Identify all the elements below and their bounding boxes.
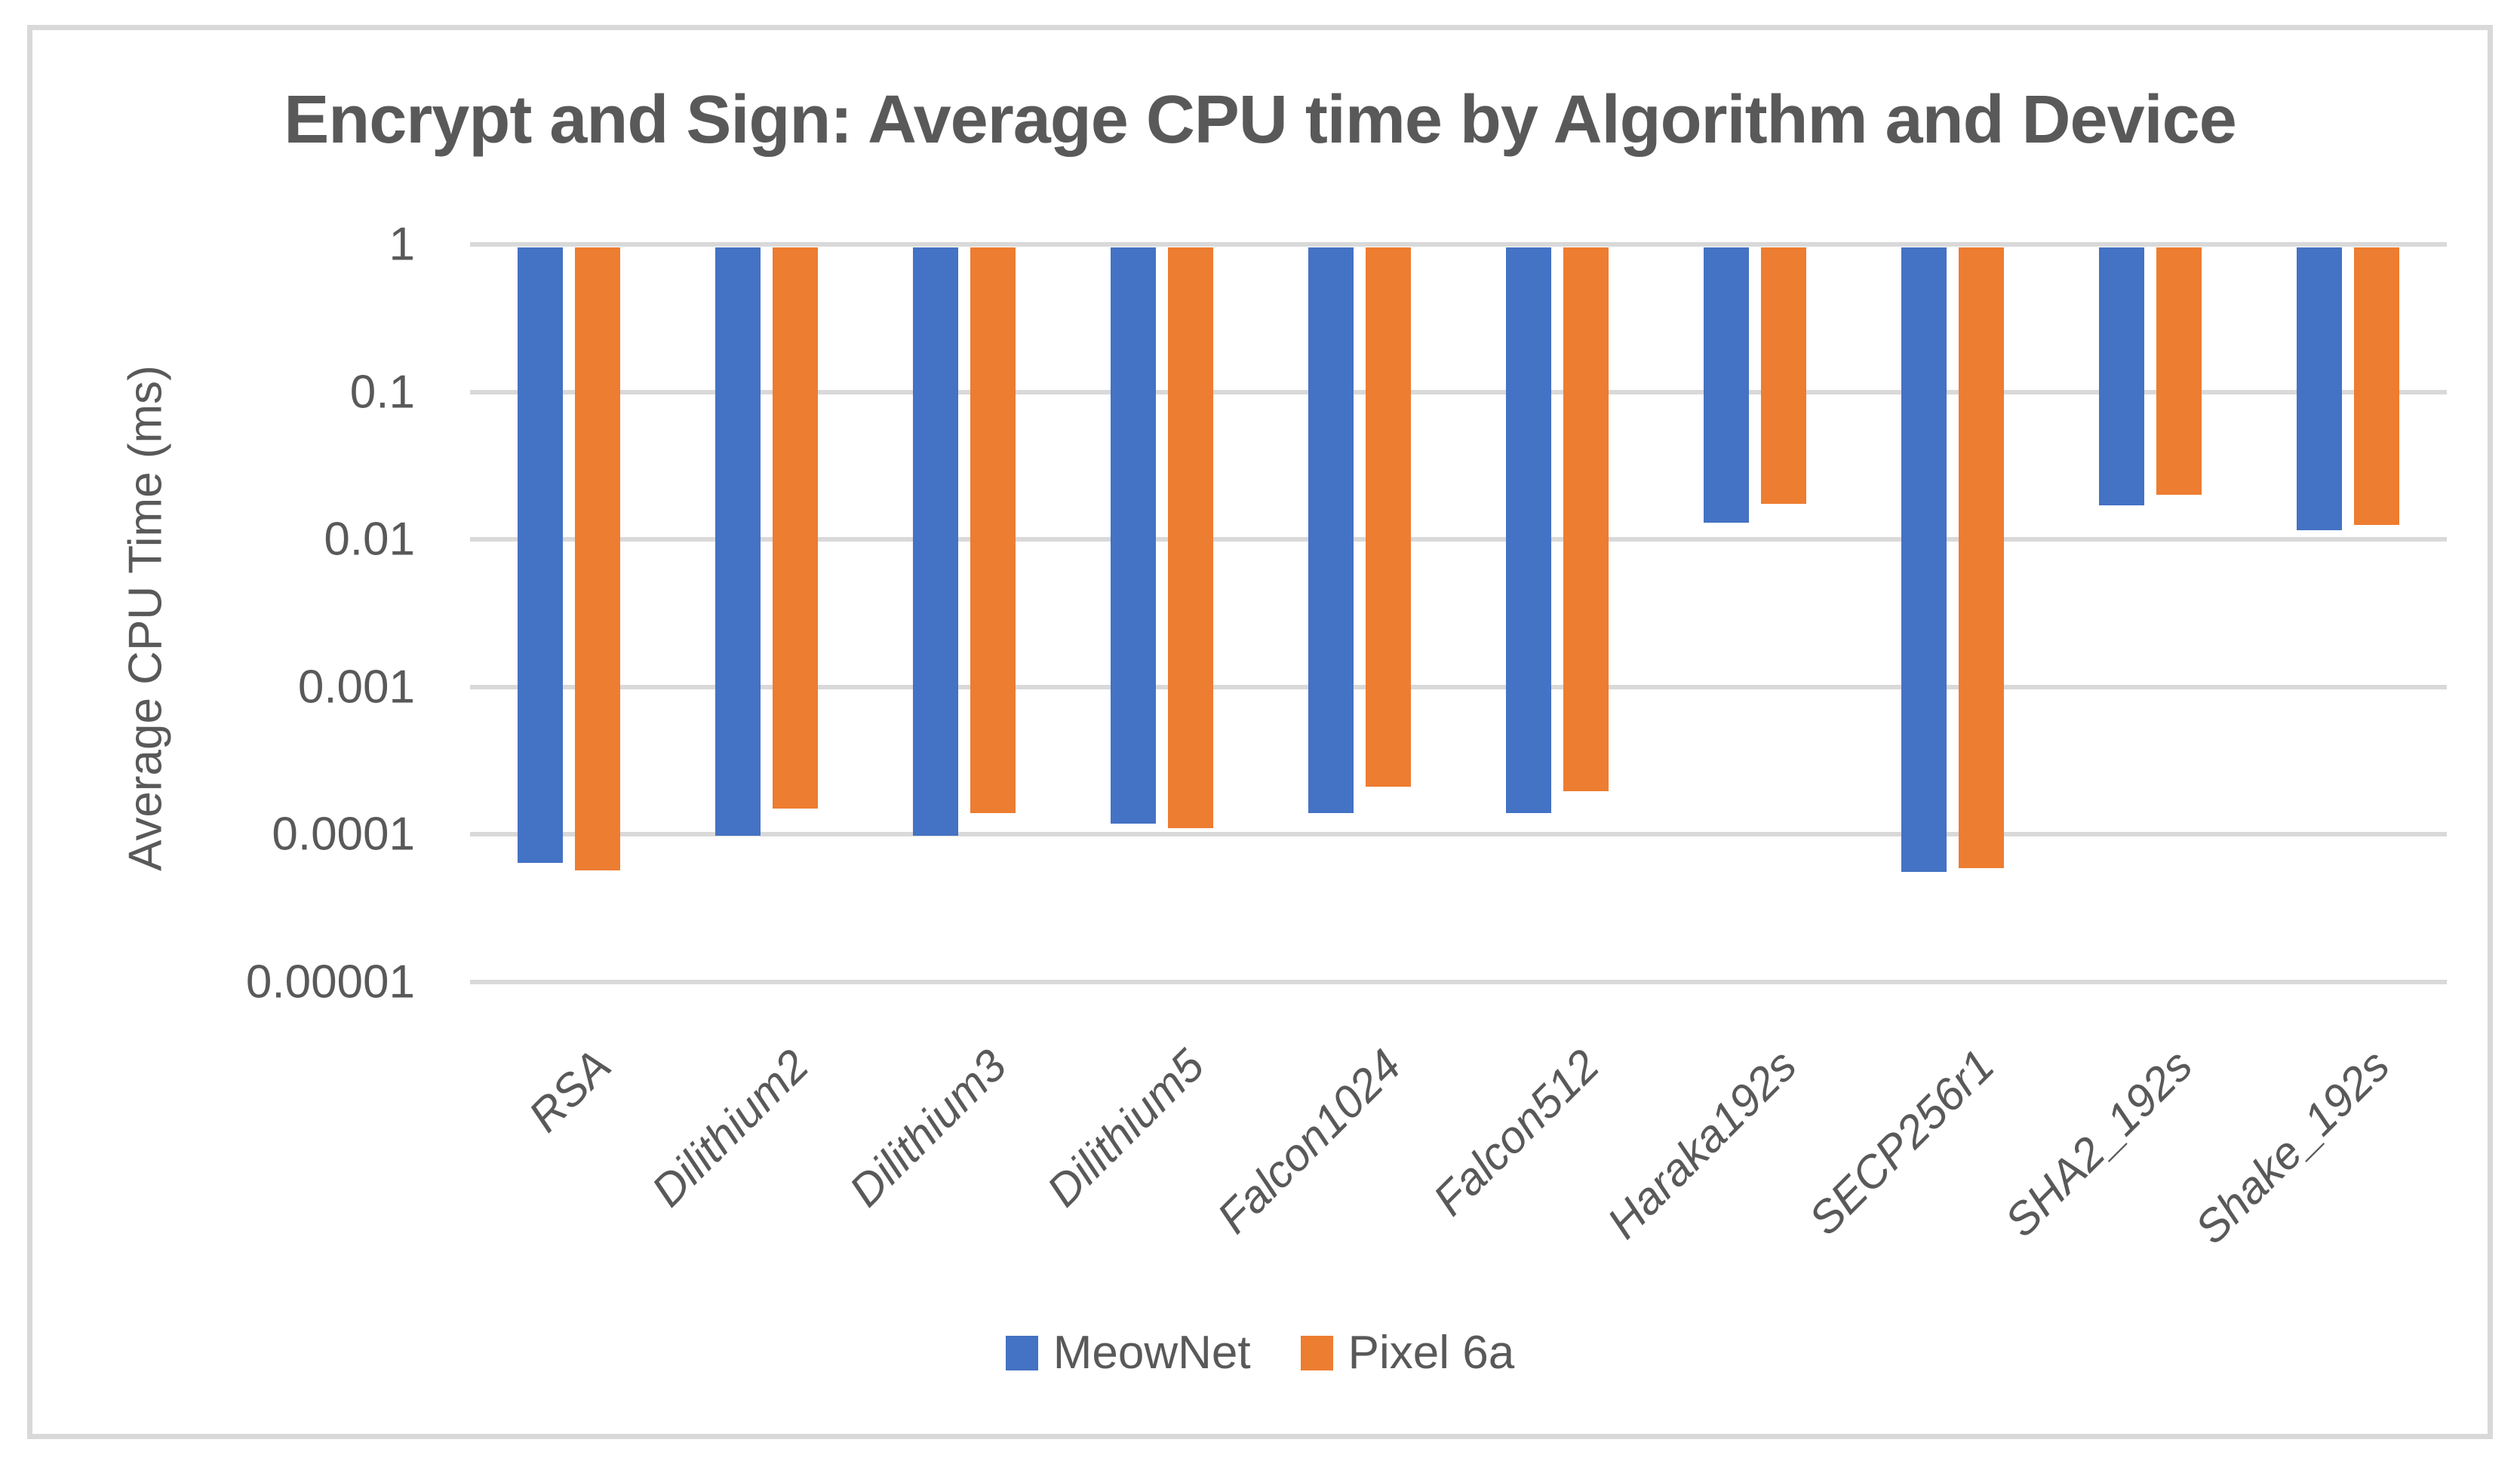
- y-tick-label-1: 1: [389, 218, 415, 271]
- chart-frame: [27, 25, 2493, 1439]
- gridline-0.0001: [470, 832, 2447, 837]
- gridline-1: [470, 242, 2447, 247]
- gridline-0.1: [470, 389, 2447, 394]
- y-tick-label-0.00001: 0.00001: [245, 956, 415, 1008]
- gridline-0.00001: [470, 980, 2447, 984]
- chart-title: Encrypt and Sign: Average CPU time by Al…: [284, 82, 2237, 158]
- bar-pixel6a-Falcon1024: [1366, 247, 1411, 787]
- bar-pixel6a-Dilithium3: [970, 247, 1016, 813]
- bar-pixel6a-Dilithium2: [773, 247, 818, 809]
- bar-meownet-Shake_192s: [2297, 247, 2342, 531]
- bar-meownet-Haraka192s: [1704, 247, 1749, 523]
- legend-item-meownet: MeowNet: [1005, 1326, 1251, 1380]
- legend-label-meownet: MeowNet: [1053, 1327, 1251, 1379]
- bar-meownet-SECP256r1: [1901, 247, 1947, 872]
- legend: MeowNet Pixel 6a: [0, 1326, 2520, 1380]
- plot-area: [470, 242, 2447, 984]
- gridline-0.001: [470, 684, 2447, 689]
- bar-meownet-RSA: [518, 247, 563, 864]
- y-axis-title: Average CPU Time (ms): [119, 365, 172, 871]
- gridline-0.01: [470, 537, 2447, 542]
- legend-label-pixel6a: Pixel 6a: [1348, 1327, 1515, 1379]
- y-tick-label-0.0001: 0.0001: [272, 808, 415, 861]
- bar-pixel6a-SECP256r1: [1959, 247, 2004, 869]
- bar-meownet-SHA2_192s: [2099, 247, 2144, 506]
- bar-pixel6a-RSA: [575, 247, 620, 871]
- y-tick-label-0.001: 0.001: [297, 661, 415, 714]
- bar-pixel6a-Falcon512: [1563, 247, 1609, 791]
- bar-pixel6a-SHA2_192s: [2156, 247, 2202, 496]
- y-tick-label-0.1: 0.1: [349, 366, 415, 419]
- bar-meownet-Dilithium5: [1111, 247, 1156, 824]
- pixel6a-swatch-icon: [1300, 1335, 1333, 1370]
- bar-meownet-Falcon512: [1506, 247, 1551, 813]
- bar-meownet-Falcon1024: [1308, 247, 1354, 813]
- bar-meownet-Dilithium3: [913, 247, 958, 836]
- bar-pixel6a-Haraka192s: [1761, 247, 1806, 504]
- bar-pixel6a-Shake_192s: [2354, 247, 2399, 526]
- bar-pixel6a-Dilithium5: [1168, 247, 1213, 829]
- y-tick-label-0.01: 0.01: [324, 513, 415, 566]
- legend-item-pixel6a: Pixel 6a: [1300, 1326, 1515, 1380]
- meownet-swatch-icon: [1005, 1335, 1038, 1370]
- bar-meownet-Dilithium2: [715, 247, 761, 836]
